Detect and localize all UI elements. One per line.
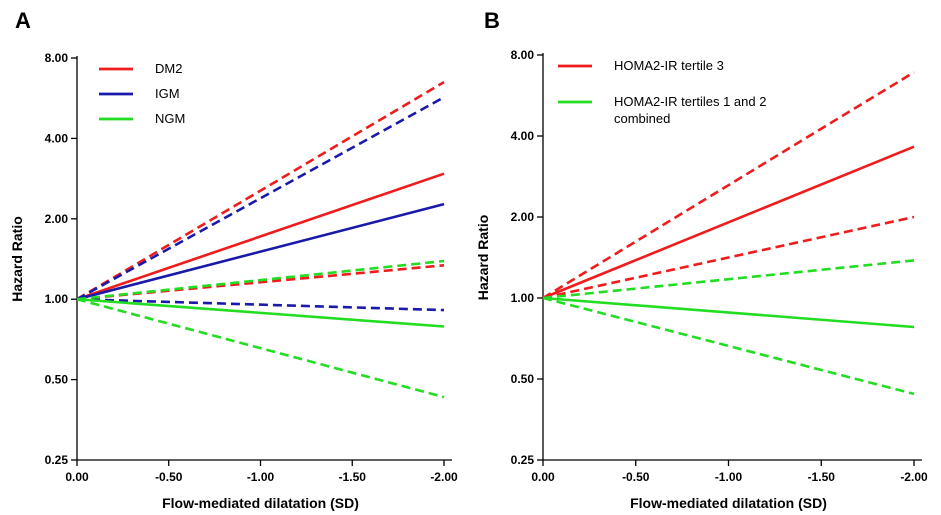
y-tick-label: 8.00	[45, 51, 69, 65]
legend: DM2 IGM NGM	[99, 61, 185, 126]
y-tick-label: 8.00	[511, 48, 535, 62]
x-tick-label: 0.00	[531, 470, 555, 484]
series-line-igm-lower-ci	[76, 297, 445, 312]
y-tick-label: 2.00	[45, 212, 69, 226]
series-line-homa2-ir-tertile-3-estimate	[542, 145, 915, 300]
x-tick-label: 0.00	[65, 470, 89, 484]
panel-letter: A	[15, 8, 31, 33]
series-line-igm-estimate	[76, 202, 445, 301]
x-tick-label: -2.00	[900, 470, 928, 484]
y-axis-title: Hazard Ratio	[475, 215, 491, 301]
x-axis-title: Flow-mediated dilatation (SD)	[630, 495, 827, 511]
x-tick-label: -0.50	[622, 470, 650, 484]
y-tick-label: 0.25	[511, 453, 535, 467]
series-line-homa2-ir-tertile-3-lower-ci	[542, 215, 915, 300]
series-line-ngm-lower-ci	[76, 297, 445, 399]
legend-label: DM2	[155, 61, 182, 76]
x-tick-label: -1.50	[339, 470, 367, 484]
panel-letter: B	[484, 8, 500, 33]
series-line-dm2-upper-ci	[76, 80, 445, 301]
x-axis-title: Flow-mediated dilatation (SD)	[162, 495, 359, 511]
chart-panel-a: A 0.25 0.50 1.00 2.00 4.00 8.00 0.00 -0.50 -1.00 -…	[9, 8, 458, 511]
legend: HOMA2-IR tertile 3 HOMA2-IR tertiles 1 an…	[558, 58, 766, 126]
y-tick-label: 0.25	[45, 453, 69, 467]
legend-label-line2: combined	[614, 111, 670, 126]
y-tick-label: 0.50	[45, 373, 69, 387]
series-line-homa2-ir-tertiles-1-and-2-combined-upper-ci	[542, 259, 915, 300]
series-line-igm-upper-ci	[76, 96, 445, 301]
chart-panel-b: B 0.25 0.50 1.00 2.00 4.00 8.00 0.00 -0.50 -1.00 -…	[475, 8, 928, 511]
x-tick-label: -1.50	[808, 470, 836, 484]
y-tick-label: 0.50	[511, 372, 535, 386]
series-line-dm2-estimate	[76, 172, 445, 301]
y-tick-label: 1.00	[511, 291, 535, 305]
x-tick-label: -2.00	[430, 470, 458, 484]
legend-label: HOMA2-IR tertiles 1 and 2	[614, 94, 766, 109]
legend-label: HOMA2-IR tertile 3	[614, 58, 724, 73]
x-tick-label: -0.50	[155, 470, 183, 484]
x-tick-label: -1.00	[715, 470, 743, 484]
y-tick-label: 1.00	[45, 292, 69, 306]
y-tick-label: 4.00	[45, 131, 69, 145]
series-line-ngm-upper-ci	[76, 259, 445, 301]
y-tick-label: 2.00	[511, 210, 535, 224]
y-axis-title: Hazard Ratio	[9, 216, 25, 302]
series-line-homa2-ir-tertile-3-upper-ci	[542, 71, 915, 300]
series-line-homa2-ir-tertiles-1-and-2-combined-estimate	[542, 296, 915, 329]
legend-label: NGM	[155, 111, 185, 126]
legend-label: IGM	[155, 86, 180, 101]
y-tick-label: 4.00	[511, 129, 535, 143]
x-tick-label: -1.00	[247, 470, 275, 484]
series-line-homa2-ir-tertiles-1-and-2-combined-lower-ci	[542, 296, 915, 396]
series-line-ngm-estimate	[76, 297, 445, 328]
